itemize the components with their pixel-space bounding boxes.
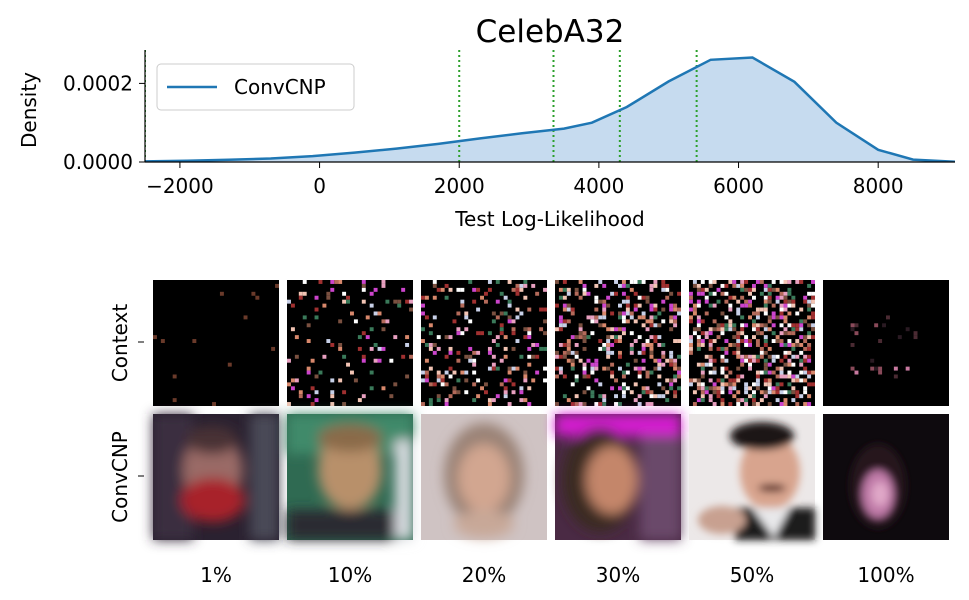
context-row [153, 280, 949, 406]
y-tick-label: 0.0000 [63, 150, 133, 174]
column-label: 100% [857, 563, 914, 587]
column-label: 20% [462, 563, 506, 587]
legend-box [156, 63, 355, 111]
y-ticks: 0.0000 0.0002 [63, 71, 145, 174]
x-tick-label: 6000 [713, 174, 764, 198]
reconstruction-image-1pct [153, 414, 279, 540]
convcnp-row [153, 414, 949, 540]
column-labels: 1% 10% 20% 30% 50% 100% [200, 563, 914, 587]
x-ticks: −2000 0 2000 4000 6000 8000 [146, 162, 904, 198]
chart-title: CelebA32 [476, 14, 625, 50]
axes [144, 50, 955, 163]
x-tick-label: −2000 [146, 174, 214, 198]
reconstruction-image-20pct [421, 414, 547, 540]
legend-entry-label: ConvCNP [234, 75, 326, 99]
x-axis-label: Test Log-Likelihood [454, 207, 645, 231]
context-image [555, 280, 681, 406]
context-image [153, 280, 279, 406]
context-image [421, 280, 547, 406]
context-image [823, 280, 949, 406]
column-label: 30% [596, 563, 640, 587]
y-tick-label: 0.0002 [63, 71, 133, 95]
reconstruction-image-10pct [287, 414, 413, 540]
x-tick-label: 4000 [573, 174, 624, 198]
density-chart: CelebA32 −2000 0 2000 4000 6000 8000 0.00000.… [17, 14, 955, 231]
density-line [145, 56, 955, 162]
x-tick-label: 2000 [434, 174, 485, 198]
plot-area [145, 50, 955, 162]
reconstruction-image-30pct [555, 414, 681, 540]
reconstruction-image-50pct [689, 414, 815, 540]
density-area [145, 57, 955, 162]
column-label: 10% [328, 563, 372, 587]
y-axis-label: Density [17, 72, 41, 148]
column-label: 50% [730, 563, 774, 587]
row-label-context: Context [108, 304, 132, 383]
image-grid: Context ConvCNP [108, 280, 949, 587]
row-label-convcnp: ConvCNP [108, 431, 132, 523]
column-label: 1% [200, 563, 232, 587]
x-tick-label: 0 [313, 174, 326, 198]
legend: ConvCNP [156, 63, 355, 111]
x-tick-label: 8000 [853, 174, 904, 198]
context-image [287, 280, 413, 406]
reconstruction-image-100pct [823, 414, 949, 540]
context-image [689, 280, 815, 406]
